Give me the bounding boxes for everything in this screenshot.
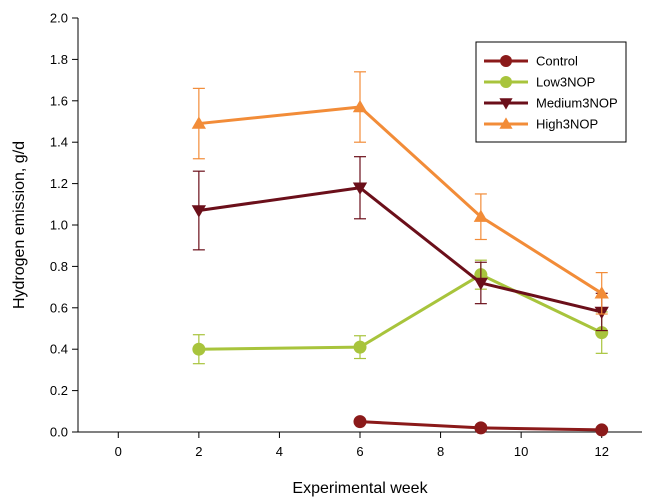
y-tick-label: 0.0 bbox=[50, 425, 68, 440]
y-tick-label: 1.8 bbox=[50, 52, 68, 67]
data-point bbox=[353, 340, 367, 354]
x-tick-label: 12 bbox=[594, 444, 608, 459]
x-tick-label: 8 bbox=[437, 444, 444, 459]
x-tick-label: 2 bbox=[195, 444, 202, 459]
y-tick-label: 1.2 bbox=[50, 176, 68, 191]
data-point bbox=[595, 326, 609, 340]
y-axis-ticks: 0.0 0.2 0.4 0.6 0.8 1.0 1.2 1.4 1.6 1.8 2.0 bbox=[50, 11, 78, 440]
legend-item: Medium3NOP bbox=[484, 96, 618, 111]
y-tick-label: 0.6 bbox=[50, 300, 68, 315]
legend-label: Medium3NOP bbox=[536, 96, 618, 111]
data-point bbox=[192, 342, 206, 356]
data-point bbox=[353, 415, 367, 429]
y-tick-label: 0.2 bbox=[50, 383, 68, 398]
legend-marker bbox=[499, 98, 513, 110]
series-medium3nop bbox=[191, 156, 609, 332]
data-point bbox=[594, 286, 609, 299]
x-tick-label: 10 bbox=[514, 444, 528, 459]
legend-marker bbox=[499, 117, 513, 129]
y-tick-label: 1.4 bbox=[50, 135, 68, 150]
series-line bbox=[198, 273, 603, 351]
data-point bbox=[473, 277, 489, 291]
legend-marker bbox=[500, 55, 512, 67]
series-control bbox=[353, 415, 609, 437]
y-tick-label: 2.0 bbox=[50, 11, 68, 26]
plot-area bbox=[191, 71, 609, 437]
series-line bbox=[198, 105, 603, 295]
series-line bbox=[198, 186, 603, 314]
x-tick-label: 6 bbox=[356, 444, 363, 459]
data-point bbox=[352, 99, 368, 113]
legend-item: High3NOP bbox=[484, 117, 598, 132]
x-tick-label: 4 bbox=[276, 444, 283, 459]
data-point bbox=[191, 205, 207, 218]
data-point bbox=[473, 209, 489, 222]
data-point bbox=[191, 116, 207, 129]
series-low3nop bbox=[192, 259, 609, 365]
y-tick-label: 1.0 bbox=[50, 218, 68, 233]
x-axis-ticks: 0 2 4 6 8 10 12 bbox=[115, 432, 609, 459]
legend: Control Low3NOP Medium3NOP High3NOP bbox=[475, 41, 627, 143]
legend-item: Low3NOP bbox=[484, 75, 595, 90]
y-axis-label: Hydrogen emission, g/d bbox=[11, 141, 28, 309]
legend-label: Low3NOP bbox=[536, 75, 595, 90]
legend-label: High3NOP bbox=[536, 117, 598, 132]
x-axis-label: Experimental week bbox=[292, 480, 428, 497]
x-tick-label: 0 bbox=[115, 444, 122, 459]
legend-marker bbox=[500, 76, 512, 88]
y-tick-label: 0.4 bbox=[50, 342, 68, 357]
data-point bbox=[474, 421, 488, 435]
series-high3nop bbox=[191, 71, 609, 315]
y-tick-label: 1.6 bbox=[50, 93, 68, 108]
data-point bbox=[352, 182, 368, 195]
legend-item: Control bbox=[484, 54, 578, 69]
y-tick-label: 0.8 bbox=[50, 259, 68, 274]
data-point bbox=[595, 423, 609, 437]
legend-label: Control bbox=[536, 54, 578, 69]
